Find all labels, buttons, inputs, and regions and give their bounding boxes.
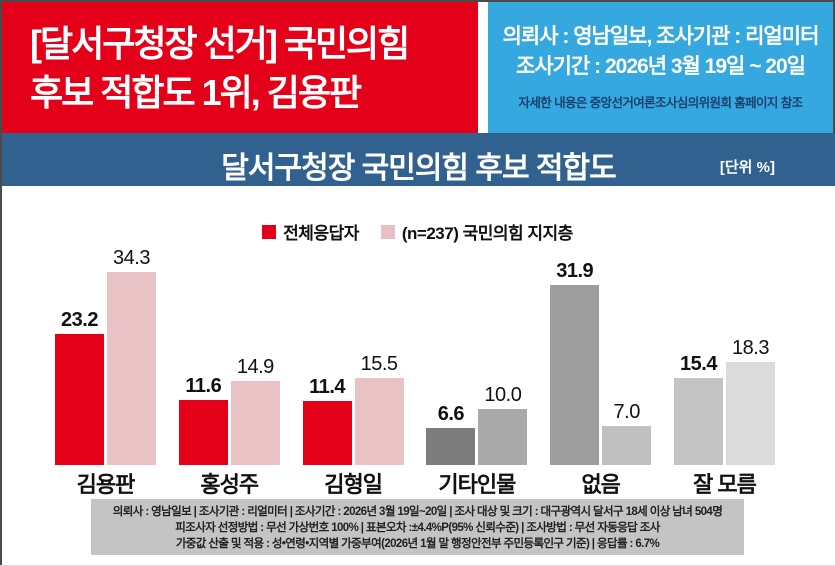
survey-info-line-1: 의뢰사 : 영남일보, 조사기관 : 리얼미터 (502, 25, 820, 48)
chart-title: 달서구청장 국민의힘 후보 적합도 (221, 152, 616, 185)
chart-legend: 전체응답자 (n=237) 국민의힘 지지층 (0, 219, 835, 244)
bar (673, 378, 723, 465)
survey-info-box: 의뢰사 : 영남일보, 조사기관 : 리얼미터 조사기간 : 2026년 3월 … (488, 2, 833, 133)
bar-group-6: 15.4 18.3 (673, 240, 775, 465)
bar (602, 426, 652, 465)
bar-value-label: 15.4 (680, 353, 717, 375)
legend-item-2: (n=237) 국민의힘 지지층 (380, 219, 573, 244)
image-border-right (833, 0, 835, 135)
bar-wrap: 31.9 (550, 240, 600, 465)
bar-wrap: 18.3 (725, 240, 775, 465)
headline-line-2: 후보 적합도 1위, 김용판 (30, 72, 362, 113)
methodology-line-3: 가중값 산출 및 적용 : 성•연령•지역별 가중부여(2026년 1월 말 행… (175, 538, 660, 550)
bar (178, 400, 228, 465)
legend-label: (n=237) 국민의힘 지지층 (401, 224, 573, 243)
bar-value-label: 6.6 (437, 403, 465, 425)
bar-group-3: 11.4 15.5 (302, 240, 404, 465)
bar-value-label: 10.0 (484, 384, 522, 406)
bar (107, 272, 156, 465)
bar-value-label: 11.6 (185, 375, 222, 397)
survey-info-note: 자세한 내용은 중앙선거여론조사심의위원회 홈페이지 참조 (518, 96, 804, 110)
image-border-left (0, 0, 2, 566)
legend-label: 전체응답자 (283, 224, 359, 243)
bar-value-label: 34.3 (113, 247, 150, 269)
bar (426, 428, 476, 465)
bar (725, 362, 775, 465)
bar-value-label: 18.3 (732, 337, 769, 359)
legend-swatch-icon (380, 224, 395, 239)
bar-wrap: 23.2 (55, 240, 104, 465)
bar-wrap: 11.4 (302, 240, 352, 465)
bar-wrap: 15.5 (354, 240, 404, 465)
chart-title-banner: 달서구청장 국민의힘 후보 적합도 [단위 %] (2, 133, 835, 186)
bar-value-label: 23.2 (61, 309, 98, 331)
category-label: 잘 모름 (693, 472, 757, 497)
bar-value-label: 15.5 (360, 353, 398, 375)
bar-chart: 23.2 34.3 11.6 14.9 11.4 15.5 6.6 10.0 31.9 7.0 15… (55, 240, 775, 465)
methodology-line-1: 의뢰사 : 영남일보 | 조사기관 : 리얼미터 | 조사기간 : 2026년 … (112, 506, 723, 518)
bar (478, 409, 528, 465)
bar (55, 334, 104, 465)
survey-info-line-2: 조사기간 : 2026년 3월 19일 ~ 20일 (516, 55, 806, 78)
bar-wrap: 14.9 (230, 240, 280, 465)
bar (302, 401, 352, 465)
bar-wrap: 34.3 (107, 240, 156, 465)
bar (230, 381, 280, 465)
bar-wrap: 15.4 (673, 240, 723, 465)
bar-group-2: 11.6 14.9 (178, 240, 280, 465)
bar (550, 285, 600, 465)
bar (354, 378, 404, 465)
bar-group-1: 23.2 34.3 (55, 240, 156, 465)
bar-group-4: 6.6 10.0 (426, 240, 528, 465)
bar-wrap: 10.0 (478, 240, 528, 465)
category-label: 김용판 (76, 472, 136, 497)
category-axis: 김용판 홍성주 김형일 기타인물 없음 잘 모름 (55, 467, 775, 499)
category-label: 없음 (581, 472, 620, 497)
bar-wrap: 6.6 (426, 240, 476, 465)
bar-wrap: 11.6 (178, 240, 228, 465)
methodology-box: 의뢰사 : 영남일보 | 조사기관 : 리얼미터 | 조사기간 : 2026년 … (91, 499, 744, 555)
category-label: 김형일 (324, 472, 383, 497)
legend-item-1: 전체응답자 (262, 219, 359, 244)
bar-value-label: 31.9 (556, 260, 594, 282)
image-border-top (0, 0, 835, 2)
category-label: 홍성주 (200, 472, 259, 497)
headline-box: [달서구청장 선거] 국민의힘 후보 적합도 1위, 김용판 (2, 2, 478, 133)
bar-group-5: 31.9 7.0 (550, 240, 652, 465)
bar-value-label: 14.9 (236, 356, 274, 378)
category-label: 기타인물 (438, 472, 516, 497)
bar-value-label: 7.0 (613, 401, 641, 423)
headline-line-1: [달서구청장 선거] 국민의힘 (30, 23, 410, 64)
methodology-line-2: 피조사자 선정방법 : 무선 가상번호 100% | 표본오차 :±4.4%P(… (175, 522, 660, 534)
bar-wrap: 7.0 (602, 240, 652, 465)
bar-value-label: 11.4 (309, 376, 345, 398)
legend-swatch-icon (262, 224, 277, 239)
unit-label: [단위 %] (719, 159, 775, 176)
